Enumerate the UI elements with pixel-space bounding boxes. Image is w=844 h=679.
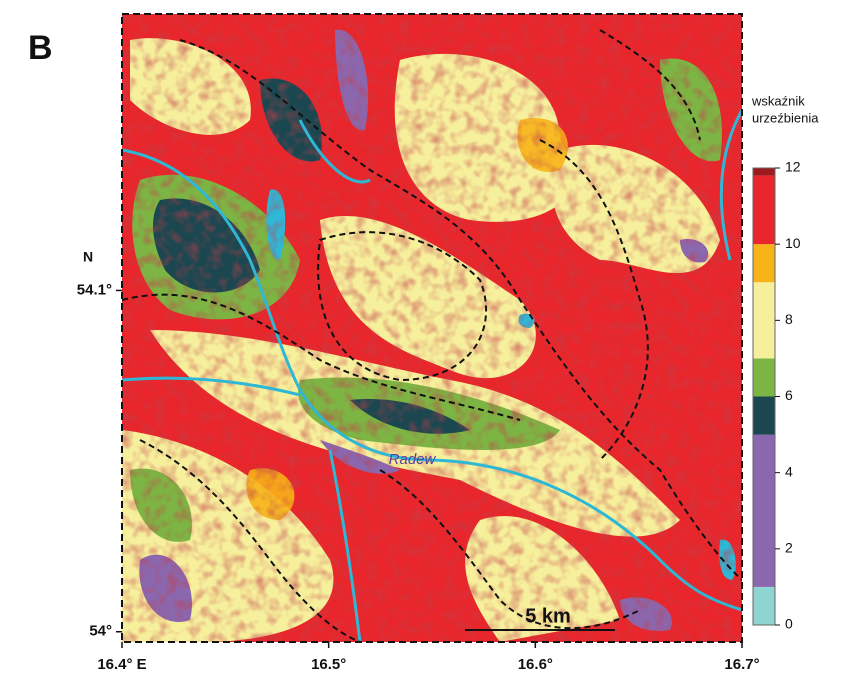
north-label: N: [83, 249, 93, 265]
y-tick-label: 54°: [89, 623, 112, 640]
colorbar-bin: [753, 358, 775, 396]
colorbar-bin: [753, 397, 775, 435]
colorbar-tick-label: 8: [785, 311, 793, 327]
y-tick-label: 54.1°: [77, 281, 112, 298]
colorbar-tick-label: 12: [785, 159, 801, 175]
figure: B: [0, 0, 844, 679]
colorbar-bin: [753, 168, 775, 176]
legend-title: wskaźnik: [751, 93, 805, 108]
relief-map: [122, 14, 742, 642]
river-label: Radew: [389, 451, 437, 468]
colorbar-tick-label: 6: [785, 387, 793, 403]
x-tick-label: 16.4° E: [97, 656, 146, 673]
x-tick-label: 16.5°: [311, 656, 346, 673]
x-tick-label: 16.7°: [724, 656, 759, 673]
colorbar-bin: [753, 282, 775, 358]
colorbar-bin: [753, 176, 775, 245]
colorbar-bin: [753, 587, 775, 625]
legend-title: urzeźbienia: [752, 110, 819, 125]
colorbar-tick-label: 2: [785, 540, 793, 556]
x-tick-label: 16.6°: [518, 656, 553, 673]
colorbar-tick-label: 0: [785, 616, 793, 632]
colorbar-bin: [753, 435, 775, 587]
scale-label: 5 km: [525, 605, 571, 627]
colorbar-tick-label: 4: [785, 463, 793, 479]
colorbar-bin: [753, 244, 775, 282]
panel-label: B: [28, 29, 53, 67]
colorbar-tick-label: 10: [785, 235, 801, 251]
